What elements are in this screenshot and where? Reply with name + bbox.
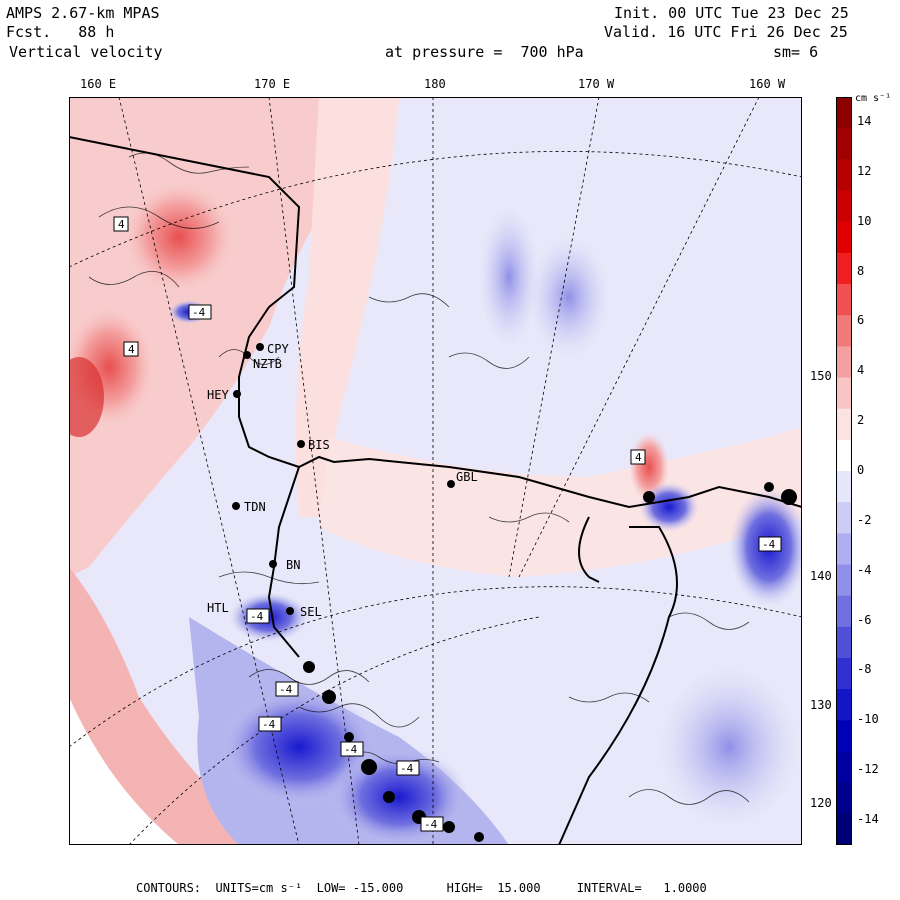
marker-2: -4	[192, 306, 206, 319]
station-bis: BIS	[308, 438, 330, 452]
colorbar-swatch	[836, 626, 852, 659]
colorbar-tick-label: -2	[857, 512, 872, 527]
colorbar-swatch	[836, 128, 852, 160]
marker-3: 4	[128, 343, 135, 356]
colorbar-swatch	[836, 315, 852, 347]
station-sel: SEL	[300, 605, 322, 619]
contour-info: CONTOURS: UNITS=cm s⁻¹ LOW= -15.000 HIGH…	[136, 881, 707, 895]
colorbar-tick-label: 2	[857, 413, 865, 428]
colorbar-tick-label: 10	[857, 213, 872, 228]
lon-label-160w: 160 W	[749, 77, 786, 91]
valid-time: Valid. 16 UTC Fri 26 Dec 25	[604, 23, 848, 41]
colorbar-frame	[836, 97, 852, 845]
model-title: AMPS 2.67-km MPAS	[6, 4, 160, 22]
marker-11: -4	[424, 818, 438, 831]
pressure-level: at pressure = 700 hPa	[385, 43, 584, 61]
warm-region-southwest	[69, 567, 269, 845]
marker-4: 4	[635, 451, 642, 464]
colorbar-swatch	[836, 813, 852, 845]
colorbar-swatch	[836, 377, 852, 410]
marker-9: -4	[344, 743, 358, 756]
field-name: Vertical velocity	[9, 43, 163, 61]
colorbar-tick-label: 14	[857, 113, 872, 128]
descent-core-5	[639, 482, 699, 532]
domain-edge	[69, 657, 239, 845]
graticule	[69, 97, 802, 845]
colorbar-swatch	[836, 471, 852, 503]
colorbar-tick-label: 0	[857, 463, 865, 477]
lon-label-170e: 170 E	[254, 77, 291, 91]
colorbar-tick-label: 12	[857, 163, 872, 178]
map-frame	[69, 97, 802, 845]
station-htl: HTL	[207, 601, 229, 615]
colorbar-swatch	[836, 221, 852, 254]
init-time: Init. 00 UTC Tue 23 Dec 25	[614, 4, 849, 22]
colorbar-swatch	[836, 751, 852, 784]
warm-strip	[295, 97, 399, 517]
station-gbl: GBL	[456, 470, 478, 484]
colorbar-swatch	[836, 408, 852, 441]
descent-band-1	[479, 207, 539, 347]
marker-5: -4	[762, 538, 776, 551]
colorbar-tick-label: 8	[857, 263, 865, 278]
colorbar-swatch	[836, 190, 852, 223]
marker-7: -4	[279, 683, 293, 696]
descent-band-2	[529, 237, 609, 357]
colorbar-swatch	[836, 284, 852, 316]
colorbar-units: cm s⁻¹	[855, 93, 892, 104]
station-tdn: TDN	[244, 500, 266, 514]
forecast-hour: Fcst. 88 h	[6, 23, 115, 41]
colorbar-swatch	[836, 564, 852, 597]
marker-10: -4	[400, 762, 414, 775]
colorbar-swatch	[836, 159, 852, 191]
colorbar-tick-label: -6	[857, 612, 872, 627]
ascent-core-1	[124, 182, 234, 292]
smoothing: sm= 6	[773, 43, 819, 61]
colorbar-tick-label: -12	[857, 762, 879, 777]
station-bn: BN	[286, 558, 301, 572]
lon-label-160e: 160 E	[80, 77, 117, 91]
station-cpy: CPY	[267, 342, 289, 356]
colorbar-swatch	[836, 346, 852, 378]
colorbar-tick-label: 6	[857, 313, 865, 328]
lon-label-180: 180	[424, 77, 446, 91]
colorbar-tick-label: -10	[857, 712, 879, 727]
colorbar-tick-label: -4	[857, 562, 872, 577]
colorbar-swatch	[836, 97, 852, 129]
station-dots	[232, 343, 455, 615]
colorbar-swatch	[836, 252, 852, 285]
colorbar-tick-label: 4	[857, 363, 865, 378]
colorbar	[836, 97, 852, 845]
terrain-clutter	[303, 482, 797, 842]
colorbar-tick-label: -14	[857, 812, 879, 827]
warm-region-ross	[319, 427, 802, 577]
lon-label-170w: 170 W	[578, 77, 615, 91]
ascent-core-3	[69, 357, 104, 437]
contour-markers: 4 -4 4 4 -4 -4 -4 -4 -4 -4 -4	[113, 216, 782, 832]
colorbar-swatch	[836, 533, 852, 565]
station-hey: HEY	[207, 388, 229, 402]
marker-1: 4	[118, 218, 125, 231]
vertical-velocity-map: 4 -4 4 4 -4 -4 -4 -4 -4 -4 -4	[69, 97, 802, 845]
colorbar-swatch	[836, 720, 852, 752]
coastline-east	[558, 516, 678, 845]
colorbar-swatch	[836, 658, 852, 690]
colorbar-swatch	[836, 439, 852, 472]
marker-6: -4	[250, 610, 264, 623]
colorbar-swatch	[836, 689, 852, 721]
descent-region-east	[659, 667, 799, 827]
station-nztb: NZTB	[253, 357, 282, 371]
colorbar-tick-label: -8	[857, 662, 872, 677]
colorbar-swatch	[836, 595, 852, 628]
colorbar-swatch	[836, 782, 852, 815]
colorbar-swatch	[836, 502, 852, 534]
marker-8: -4	[262, 718, 276, 731]
